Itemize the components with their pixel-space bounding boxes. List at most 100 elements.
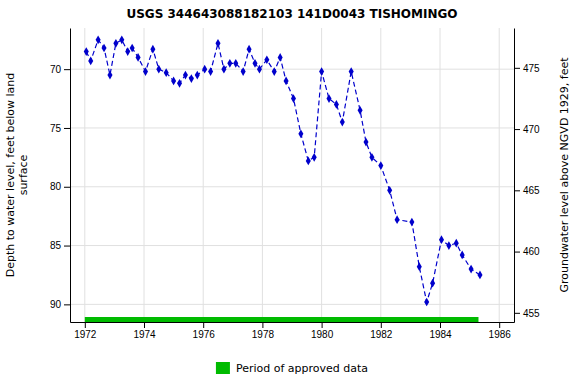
marker — [298, 129, 303, 138]
marker — [278, 53, 283, 62]
marker — [349, 67, 354, 76]
y2-axis-title: Groundwater level above NGVD 1929, feet — [558, 57, 571, 293]
marker — [171, 77, 176, 86]
line — [86, 40, 480, 302]
tick: 90 — [50, 299, 70, 310]
marker — [424, 298, 429, 307]
tick-mark — [64, 128, 70, 129]
tick-label: 1974 — [133, 329, 156, 340]
marker — [156, 65, 161, 74]
tick: 470 — [514, 124, 540, 135]
marker — [430, 279, 435, 288]
axis-line — [71, 322, 515, 323]
marker — [88, 57, 93, 66]
marker — [113, 39, 118, 48]
marker — [306, 157, 311, 166]
marker — [227, 59, 232, 68]
y2-axis: 455460465470475 — [514, 29, 540, 323]
marker — [363, 138, 368, 147]
x-axis: 19721974197619781980198219841986 — [71, 322, 515, 340]
marker — [395, 215, 400, 224]
tick-mark — [322, 322, 323, 328]
tick: 1978 — [252, 322, 275, 340]
tick: 1986 — [489, 322, 512, 340]
y-axis: 7075808590 — [50, 29, 71, 323]
tick-label: 455 — [523, 308, 540, 319]
marker — [454, 239, 459, 248]
marker — [164, 68, 169, 77]
tick-mark — [85, 322, 86, 328]
grid-line-x — [84, 28, 85, 322]
marker — [264, 55, 269, 64]
tick: 1972 — [74, 322, 97, 340]
marker — [177, 79, 182, 88]
grid-line-x — [380, 28, 381, 322]
title: USGS 344643088182103 141D0043 TISHOMINGO — [126, 7, 457, 21]
tick-mark — [514, 129, 520, 130]
marker — [284, 77, 289, 86]
marker — [107, 71, 112, 80]
tick-label: 1984 — [429, 329, 452, 340]
tick: 1976 — [193, 322, 216, 340]
marker — [334, 100, 339, 109]
grid-line-y — [70, 69, 514, 70]
tick: 1974 — [133, 322, 156, 340]
marker — [96, 35, 101, 44]
marker — [221, 65, 226, 74]
tick-mark — [64, 187, 70, 188]
marker — [326, 94, 331, 103]
tick: 465 — [514, 185, 540, 196]
marker — [208, 67, 213, 76]
marker — [358, 106, 363, 115]
tick: 75 — [50, 123, 70, 134]
marker — [233, 59, 238, 68]
tick-label: 1976 — [193, 329, 216, 340]
marker — [150, 45, 155, 54]
marker — [378, 161, 383, 170]
tick-label: 465 — [523, 185, 540, 196]
tick-label: 90 — [50, 299, 62, 310]
tick-mark — [144, 322, 145, 328]
marker — [446, 241, 451, 250]
marker — [215, 39, 220, 48]
tick: 1984 — [429, 322, 452, 340]
marker — [102, 44, 107, 53]
marker — [460, 251, 465, 260]
tick-mark — [499, 322, 500, 328]
tick-mark — [64, 69, 70, 70]
tick-mark — [514, 252, 520, 253]
marker — [340, 118, 345, 127]
tick: 1980 — [311, 322, 334, 340]
marker — [125, 47, 130, 56]
marker — [477, 271, 482, 280]
grid-line-x — [440, 28, 441, 322]
marks — [84, 35, 483, 322]
marker — [143, 67, 148, 76]
grid-line-y — [70, 127, 514, 128]
tick-label: 1972 — [74, 329, 97, 340]
tick: 85 — [50, 240, 70, 251]
marker — [202, 65, 207, 74]
marker — [247, 45, 252, 54]
tick-label: 470 — [523, 124, 540, 135]
legend: Period of approved data — [216, 362, 368, 375]
tick-label: 1980 — [311, 329, 334, 340]
tick-mark — [203, 322, 204, 328]
tick-label: 1978 — [252, 329, 275, 340]
marker — [195, 71, 200, 80]
marker — [189, 74, 194, 83]
marker — [417, 262, 422, 271]
period-bar — [85, 317, 479, 322]
tick-mark — [440, 322, 441, 328]
tick: 455 — [514, 308, 540, 319]
tick-label: 475 — [523, 63, 540, 74]
marker — [312, 153, 317, 162]
marker — [369, 153, 374, 162]
marker — [387, 186, 392, 195]
chart: 1972197419761978198019821984198670758085… — [0, 0, 576, 384]
tick-mark — [64, 246, 70, 247]
marker — [119, 35, 124, 44]
marker — [469, 265, 474, 274]
tick-mark — [514, 313, 520, 314]
tick-mark — [64, 304, 70, 305]
